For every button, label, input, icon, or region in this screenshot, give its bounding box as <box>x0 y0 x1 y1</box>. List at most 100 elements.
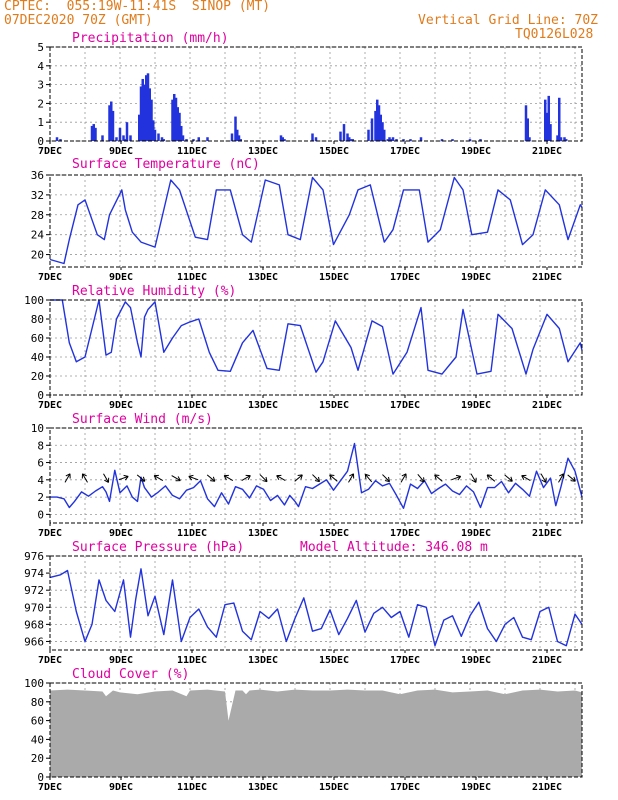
precip-bar <box>122 135 125 141</box>
wind-ytick-label: 0 <box>37 508 44 521</box>
precip-bar <box>339 131 342 141</box>
precip-bar <box>563 137 566 141</box>
wind-arrow-shaft <box>382 474 390 482</box>
wind-arrow-shaft <box>206 474 216 482</box>
precip-bar <box>565 139 568 141</box>
wind-title: Surface Wind (m/s) <box>72 412 213 427</box>
precip-bar <box>279 135 283 141</box>
precip-bar <box>545 112 549 141</box>
precip-bar <box>146 73 150 141</box>
wind-arrow <box>64 473 71 483</box>
precip-bar <box>283 139 286 141</box>
precip-bar <box>143 84 146 141</box>
precip-bar <box>395 139 398 141</box>
wind-arrow <box>276 474 286 482</box>
precip-bar <box>59 139 62 141</box>
wind-arrow-head <box>364 473 370 480</box>
wind-arrow <box>329 474 338 482</box>
rh-date-label: 15DEC <box>319 400 349 411</box>
wind-arrow-shaft <box>103 473 109 483</box>
precip-bar <box>558 97 561 141</box>
precip-bar <box>197 137 200 141</box>
wind-arrow <box>521 474 531 482</box>
wind-arrow <box>417 473 425 483</box>
wind-arrow-shaft <box>118 475 129 481</box>
rh-date-label: 19DEC <box>461 400 491 411</box>
temp-date-label: 13DEC <box>248 272 278 283</box>
wind-arrow <box>312 474 321 483</box>
precip-bar <box>101 135 104 141</box>
temp-ytick-label: 36 <box>31 169 44 182</box>
rh-panel: 0 20 40 60 80 100 Relative Humidity (%) 7DEC 9DE… <box>24 284 583 411</box>
rh-frame <box>49 299 583 396</box>
precip-bar <box>180 125 183 141</box>
rh-date-label: 9DEC <box>109 400 133 411</box>
wind-arrow <box>103 473 110 483</box>
precip-bar <box>150 99 153 141</box>
wind-arrow <box>118 474 129 481</box>
pres-annotation: Model Altitude: 346.08 m <box>300 540 488 555</box>
precip-bar <box>152 120 155 141</box>
rh-title: Relative Humidity (%) <box>72 284 236 299</box>
pres-date-label: 15DEC <box>319 655 349 666</box>
wind-ytick-label: 10 <box>31 422 44 435</box>
precip-ytick-label: 3 <box>37 79 44 92</box>
precip-bar <box>110 101 113 141</box>
wind-arrow-shaft <box>188 475 199 481</box>
cloud-date-label: 15DEC <box>319 782 349 793</box>
wind-arrow-head <box>81 473 87 479</box>
wind-arrow <box>81 473 88 483</box>
wind-arrow-shaft <box>417 473 425 483</box>
wind-arrow-head <box>262 476 268 483</box>
temp-ytick-label: 28 <box>31 209 44 222</box>
wind-arrow <box>171 475 181 482</box>
cloud-date-label: 7DEC <box>38 782 62 793</box>
rh-ytick-label: 0 <box>37 389 44 402</box>
wind-ytick-label: 4 <box>37 474 44 487</box>
wind-arrow-shaft <box>223 475 234 482</box>
precip-bar <box>402 139 405 141</box>
precip-bar <box>111 110 115 141</box>
rh-ytick-label: 20 <box>31 370 44 383</box>
wind-arrow-head <box>486 474 492 480</box>
precip-bar <box>314 137 318 141</box>
rh-ytick-label: 60 <box>31 332 44 345</box>
wind-arrow-shaft <box>540 473 547 483</box>
cloud-ytick-label: 80 <box>31 696 44 709</box>
wind-arrow-head <box>434 474 440 480</box>
pres-ytick-label: 966 <box>24 635 44 648</box>
precip-bar <box>129 135 132 141</box>
temp-ytick-label: 20 <box>31 249 44 262</box>
precip-frame <box>49 46 583 142</box>
cloud-date-label: 13DEC <box>248 782 278 793</box>
wind-date-label: 17DEC <box>390 528 420 539</box>
precip-bar <box>153 129 157 141</box>
cloud-panel: 0 20 40 60 80 100 Cloud Cover (%) 7DEC 9DEC 11DEC… <box>24 667 583 793</box>
pres-ytick-label: 968 <box>24 618 44 631</box>
precip-bar <box>377 105 381 141</box>
wind-date-label: 7DEC <box>38 528 62 539</box>
wind-arrow-shaft <box>434 474 443 482</box>
rh-ytick-label: 80 <box>31 313 44 326</box>
wind-arrow-head <box>276 474 282 480</box>
precip-ytick-label: 5 <box>37 41 44 54</box>
wind-arrow-head <box>104 477 110 483</box>
precip-bar <box>239 139 242 141</box>
wind-arrow-shaft <box>364 473 373 483</box>
header-date: 07DEC2020 70Z (GMT) <box>4 13 153 28</box>
wind-arrow-head <box>384 476 391 483</box>
precip-ytick-label: 2 <box>37 97 44 110</box>
precip-bar <box>125 122 129 141</box>
precip-ytick-label: 1 <box>37 116 44 129</box>
precip-bar <box>171 99 174 141</box>
wind-arrow-shaft <box>294 474 303 482</box>
pres-date-label: 13DEC <box>248 655 278 666</box>
wind-arrow-head <box>507 476 513 482</box>
wind-arrow-head <box>65 473 71 479</box>
precip-bar <box>55 137 59 141</box>
precip-bar <box>549 124 552 141</box>
wind-arrow-shaft <box>171 475 181 482</box>
precip-bar <box>234 116 237 141</box>
wind-arrow-head <box>175 476 181 482</box>
